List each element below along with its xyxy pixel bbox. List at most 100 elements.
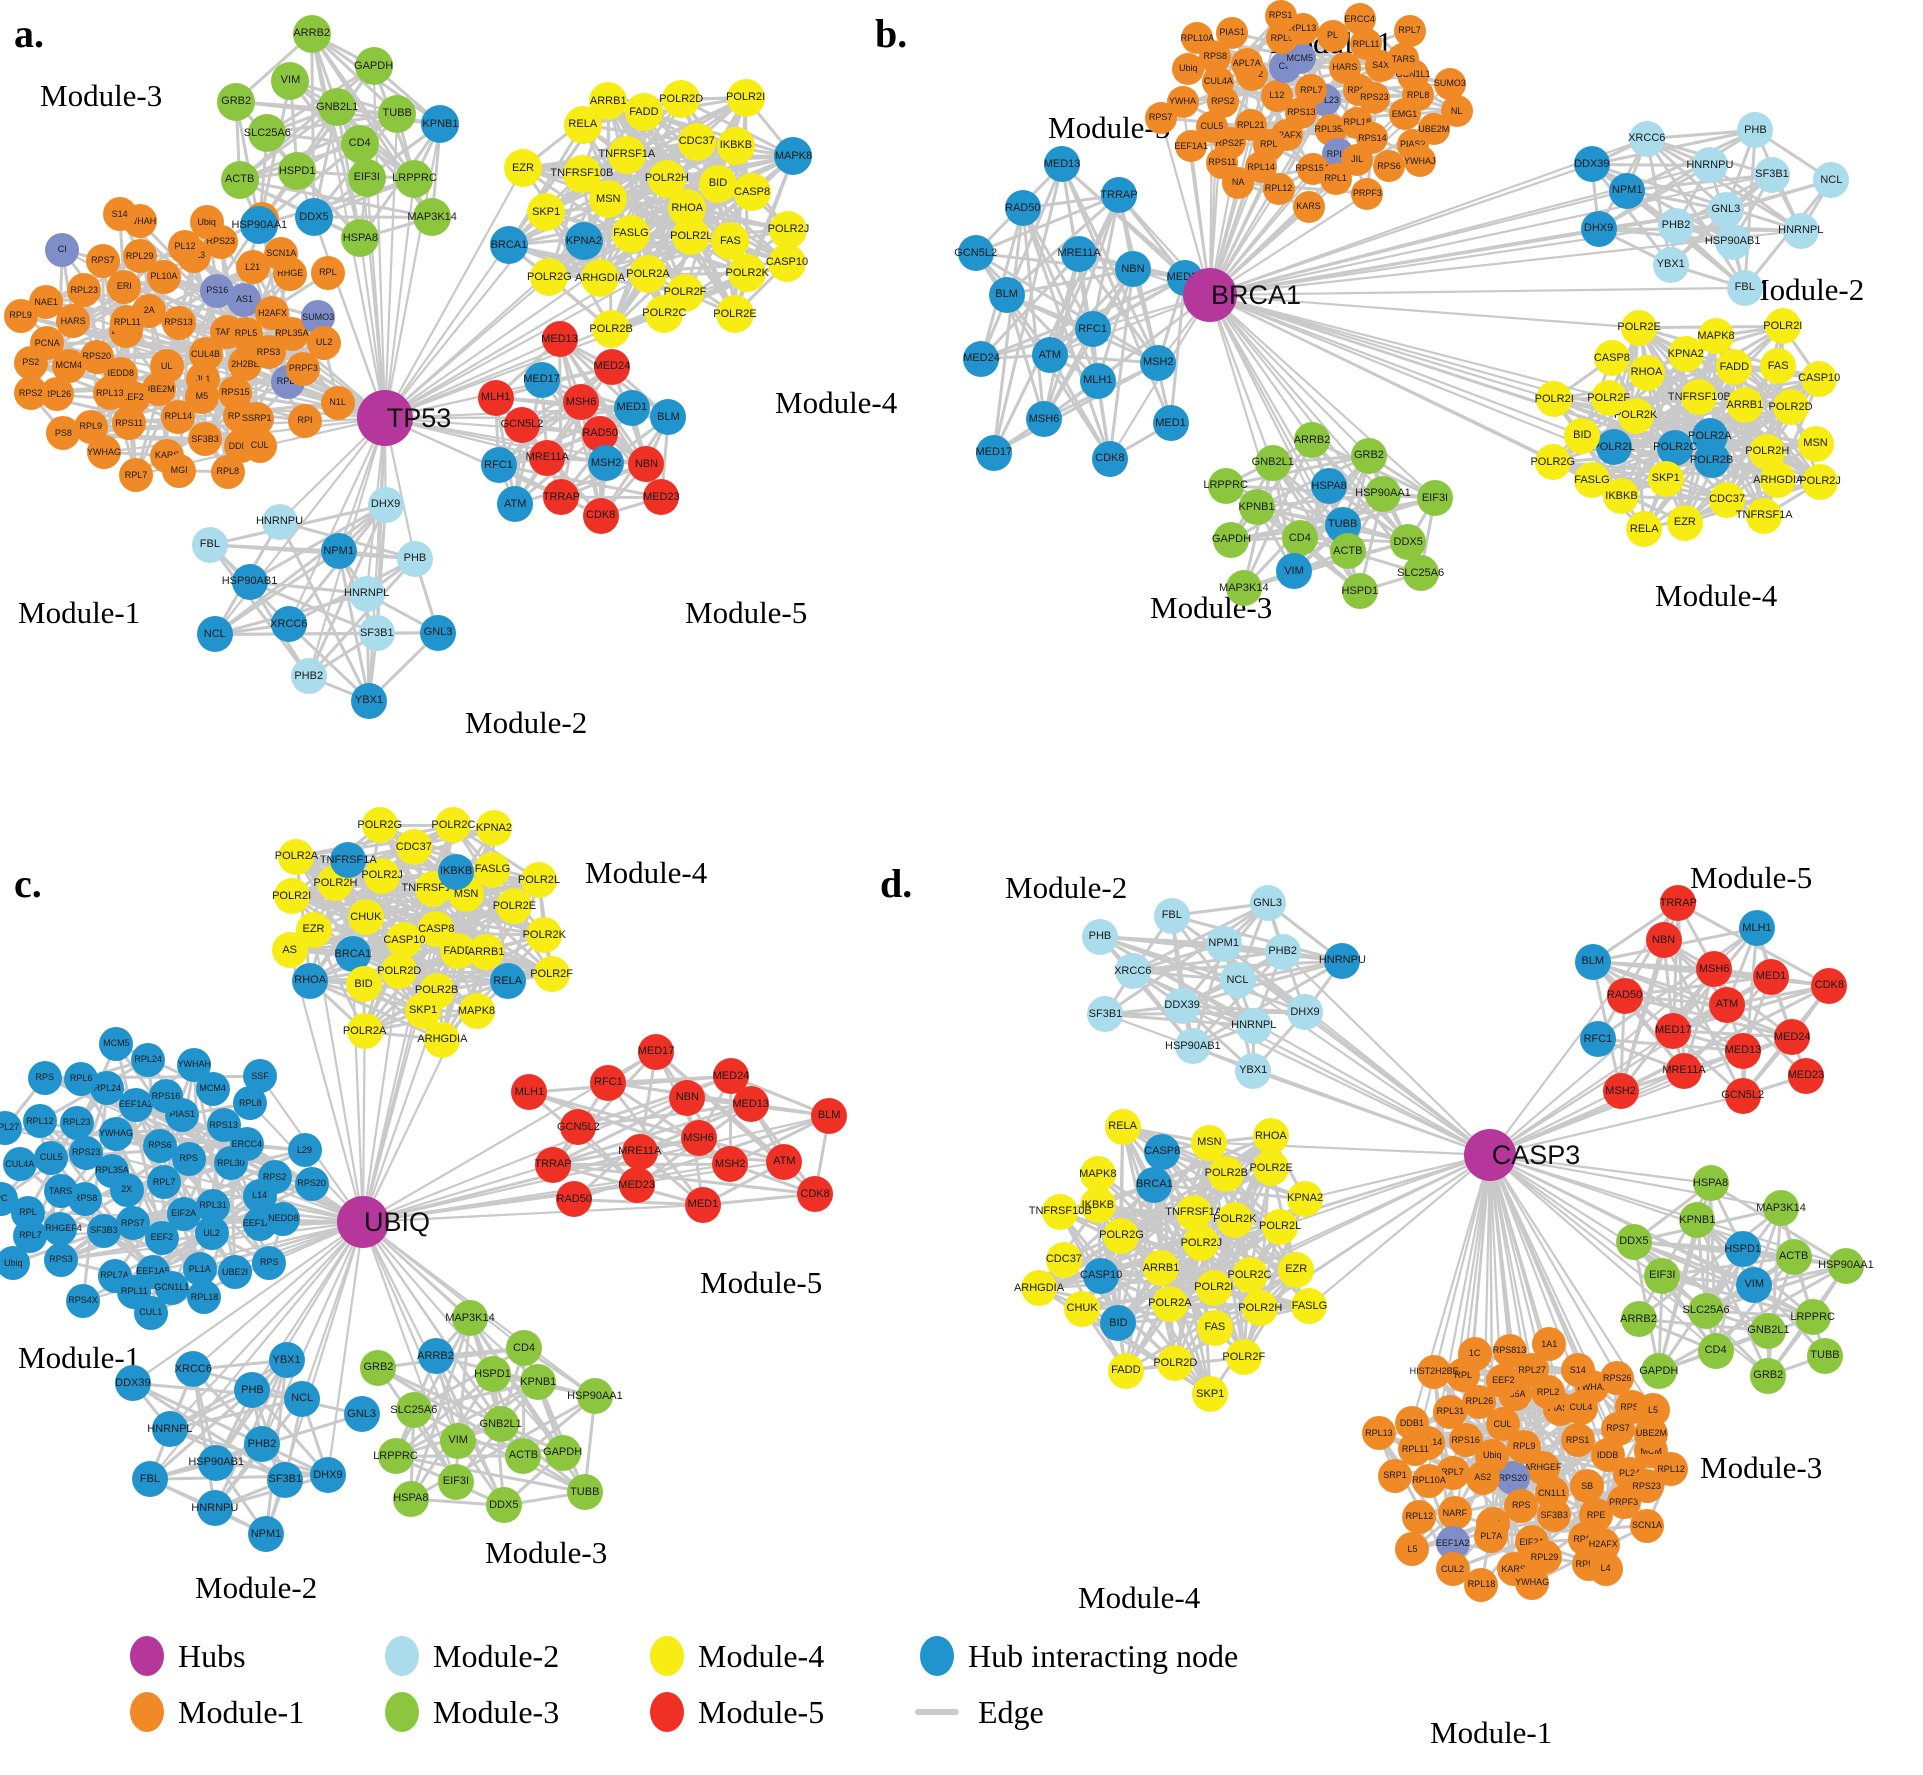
node-b-module4-POLR2D[interactable]: POLR2D bbox=[1769, 389, 1813, 426]
node-c-module4-POLR2J[interactable]: POLR2J bbox=[361, 857, 403, 894]
node-a-module1_dense-RPS13[interactable]: RPS13 bbox=[161, 305, 196, 340]
node-a-module3-LRPPRC[interactable]: LRPPRC bbox=[392, 159, 437, 198]
node-c-module4-POLR2A[interactable]: POLR2A bbox=[343, 1013, 386, 1050]
node-d-module3-GRB2[interactable]: GRB2 bbox=[1750, 1357, 1787, 1394]
node-b-module2-HNRNPL[interactable]: HNRNPL bbox=[1778, 212, 1823, 249]
node-c-module1_dense-RPL23[interactable]: RPL23 bbox=[59, 1105, 94, 1140]
node-a-module1_dense-RPS2[interactable]: RPS2 bbox=[13, 376, 48, 411]
node-a-module4-POLR2H[interactable]: POLR2H bbox=[645, 159, 689, 198]
node-b-module4-MSN[interactable]: MSN bbox=[1797, 425, 1834, 462]
node-a-module4-POLR2B[interactable]: POLR2B bbox=[589, 310, 633, 349]
node-b-module2-HNRNPU[interactable]: HNRNPU bbox=[1686, 147, 1733, 184]
node-d-module5-MSH6[interactable]: MSH6 bbox=[1696, 951, 1733, 988]
node-b-module1_dense-PIAS1[interactable]: PIAS1 bbox=[1216, 16, 1249, 49]
node-a-module5-MED24[interactable]: MED24 bbox=[594, 348, 630, 385]
node-d-module4-POLR2E[interactable]: POLR2E bbox=[1249, 1150, 1293, 1187]
node-a-module2-PHB[interactable]: PHB bbox=[396, 540, 433, 577]
node-d-module4-IKBKB[interactable]: IKBKB bbox=[1079, 1187, 1116, 1224]
node-d-module3-ACTB[interactable]: ACTB bbox=[1775, 1238, 1812, 1275]
node-c-module1_dense-UBE2I[interactable]: UBE2I bbox=[218, 1255, 253, 1290]
node-a-module2-HNRNPU[interactable]: HNRNPU bbox=[256, 503, 303, 540]
node-d-module1_dense-RPL13[interactable]: RPL13 bbox=[1361, 1416, 1396, 1451]
node-b-module3-SLC25A6[interactable]: SLC25A6 bbox=[1397, 555, 1444, 592]
node-b-module4-FAS[interactable]: FAS bbox=[1760, 348, 1797, 385]
node-c-module4-FASLG[interactable]: FASLG bbox=[474, 851, 511, 888]
node-d-module4-POLR2F[interactable]: POLR2F bbox=[1222, 1339, 1265, 1376]
node-b-module4-CASP8[interactable]: CASP8 bbox=[1594, 340, 1630, 377]
node-c-module4-POLR2C[interactable]: POLR2C bbox=[431, 807, 475, 844]
node-d-module1_dense-AS2[interactable]: AS2 bbox=[1465, 1460, 1500, 1495]
node-c-module1_dense-TARS[interactable]: TARS bbox=[43, 1174, 78, 1209]
node-b-module2-YBX1[interactable]: YBX1 bbox=[1652, 246, 1689, 283]
node-c-module4-POLR2D[interactable]: POLR2D bbox=[377, 953, 421, 990]
node-d-module5-MED23[interactable]: MED23 bbox=[1788, 1057, 1824, 1094]
hub-node-a[interactable] bbox=[357, 390, 413, 446]
node-d-module2-NCL[interactable]: NCL bbox=[1219, 962, 1256, 999]
node-d-module5-TRRAP[interactable]: TRRAP bbox=[1660, 885, 1697, 922]
node-d-module3-VIM[interactable]: VIM bbox=[1736, 1266, 1773, 1303]
node-c-module4-ARHGDIA[interactable]: ARHGDIA bbox=[417, 1021, 467, 1058]
node-a-module4-BRCA1[interactable]: BRCA1 bbox=[489, 226, 528, 265]
hub-node-c[interactable] bbox=[337, 1196, 389, 1248]
node-b-module4-POLR2I[interactable]: POLR2I bbox=[1763, 308, 1802, 345]
node-d-module4-FADD[interactable]: FADD bbox=[1107, 1352, 1144, 1389]
node-b-module5-MED24[interactable]: MED24 bbox=[963, 340, 1000, 377]
node-b-module1_dense-RPS23[interactable]: RPS23 bbox=[1358, 81, 1391, 114]
node-c-module2-DHX9[interactable]: DHX9 bbox=[309, 1457, 346, 1494]
node-b-module4-POLR2I[interactable]: POLR2I bbox=[1535, 381, 1574, 418]
node-d-module5-MED17[interactable]: MED17 bbox=[1655, 1012, 1692, 1049]
node-b-module4-BID[interactable]: BID bbox=[1564, 417, 1601, 454]
node-c-module1_dense-YWHAG[interactable]: YWHAG bbox=[98, 1116, 133, 1151]
node-c-module2-PHB2[interactable]: PHB2 bbox=[244, 1426, 281, 1463]
node-b-module3-HSPA8[interactable]: HSPA8 bbox=[1311, 468, 1348, 504]
node-d-module5-MED1[interactable]: MED1 bbox=[1752, 958, 1789, 995]
node-b-module4-TNFRSF10B[interactable]: TNFRSF10B bbox=[1668, 379, 1731, 416]
node-a-module1_dense-RPL11[interactable]: RPL11 bbox=[110, 305, 145, 340]
node-c-module1_dense-MCM5[interactable]: MCM5 bbox=[99, 1026, 134, 1061]
node-c-module4-BID[interactable]: BID bbox=[345, 966, 382, 1003]
node-b-module3-HSP90AA1[interactable]: HSP90AA1 bbox=[1355, 475, 1411, 512]
node-d-module4-SKP1[interactable]: SKP1 bbox=[1192, 1376, 1229, 1413]
node-a-module1_dense-RPL7[interactable]: RPL7 bbox=[118, 458, 153, 493]
node-b-module2-DHX9[interactable]: DHX9 bbox=[1580, 210, 1617, 247]
node-d-module2-HSP90AB1[interactable]: HSP90AB1 bbox=[1165, 1028, 1221, 1065]
node-a-module3-EIF3I[interactable]: EIF3I bbox=[347, 158, 386, 197]
node-c-module4-MAPK8[interactable]: MAPK8 bbox=[458, 993, 495, 1030]
node-a-module4-FASLG[interactable]: FASLG bbox=[612, 214, 651, 253]
node-d-module2-NPM1[interactable]: NPM1 bbox=[1205, 925, 1242, 962]
node-a-module2-GNL3[interactable]: GNL3 bbox=[420, 614, 457, 651]
node-b-module3-ACTB[interactable]: ACTB bbox=[1329, 533, 1366, 570]
node-b-module1_dense-RPL12[interactable]: RPL12 bbox=[1262, 172, 1295, 205]
hub-node-d[interactable] bbox=[1464, 1129, 1516, 1181]
node-d-module1_dense-RPL10A[interactable]: RPL10A bbox=[1412, 1463, 1447, 1498]
node-d-module4-POLR2L[interactable]: POLR2L bbox=[1259, 1208, 1301, 1245]
node-b-module5-CDK8[interactable]: CDK8 bbox=[1091, 440, 1128, 477]
node-a-module4-ARRB1[interactable]: ARRB1 bbox=[589, 82, 628, 121]
node-b-module4-POLR2B[interactable]: POLR2B bbox=[1690, 442, 1733, 479]
node-d-module3-TUBB[interactable]: TUBB bbox=[1806, 1337, 1843, 1374]
node-c-module1_dense-RPS3[interactable]: RPS3 bbox=[43, 1242, 78, 1277]
node-c-module1_dense-NEDD8[interactable]: NEDD8 bbox=[266, 1201, 301, 1236]
node-d-module4-POLR2G[interactable]: POLR2G bbox=[1099, 1217, 1144, 1254]
node-c-module4-CHUK[interactable]: CHUK bbox=[347, 899, 384, 936]
node-c-module1_dense-CUL1[interactable]: CUL1 bbox=[133, 1295, 168, 1330]
node-d-module4-TNFRSF1A[interactable]: TNFRSF1A bbox=[1165, 1194, 1222, 1231]
node-b-module2-PHB2[interactable]: PHB2 bbox=[1658, 207, 1695, 244]
node-c-module3-VIM[interactable]: VIM bbox=[440, 1422, 477, 1459]
node-d-module3-CD4[interactable]: CD4 bbox=[1697, 1332, 1734, 1369]
node-c-module4-POLR2F[interactable]: POLR2F bbox=[530, 956, 573, 993]
node-d-module4-POLR2A[interactable]: POLR2A bbox=[1148, 1285, 1192, 1322]
node-a-module4-TNFRSF10B[interactable]: TNFRSF10B bbox=[550, 154, 613, 193]
node-b-module4-EZR[interactable]: EZR bbox=[1666, 504, 1703, 541]
node-c-module3-GRB2[interactable]: GRB2 bbox=[360, 1349, 397, 1386]
node-b-module2-HSP90AB1[interactable]: HSP90AB1 bbox=[1705, 223, 1760, 260]
node-b-module3-GAPDH[interactable]: GAPDH bbox=[1212, 521, 1251, 558]
node-a-module5-BLM[interactable]: BLM bbox=[650, 399, 687, 436]
node-b-module1_dense-RPS6[interactable]: RPS6 bbox=[1373, 150, 1406, 183]
node-d-module4-FASLG[interactable]: FASLG bbox=[1291, 1288, 1328, 1325]
node-b-module4-POLR2J[interactable]: POLR2J bbox=[1799, 463, 1841, 500]
node-c-module3-EIF3I[interactable]: EIF3I bbox=[437, 1463, 474, 1500]
node-b-module3-KPNB1[interactable]: KPNB1 bbox=[1239, 489, 1275, 526]
node-a-module2-DHX9[interactable]: DHX9 bbox=[367, 486, 404, 523]
node-c-module5-MED23[interactable]: MED23 bbox=[618, 1167, 655, 1204]
